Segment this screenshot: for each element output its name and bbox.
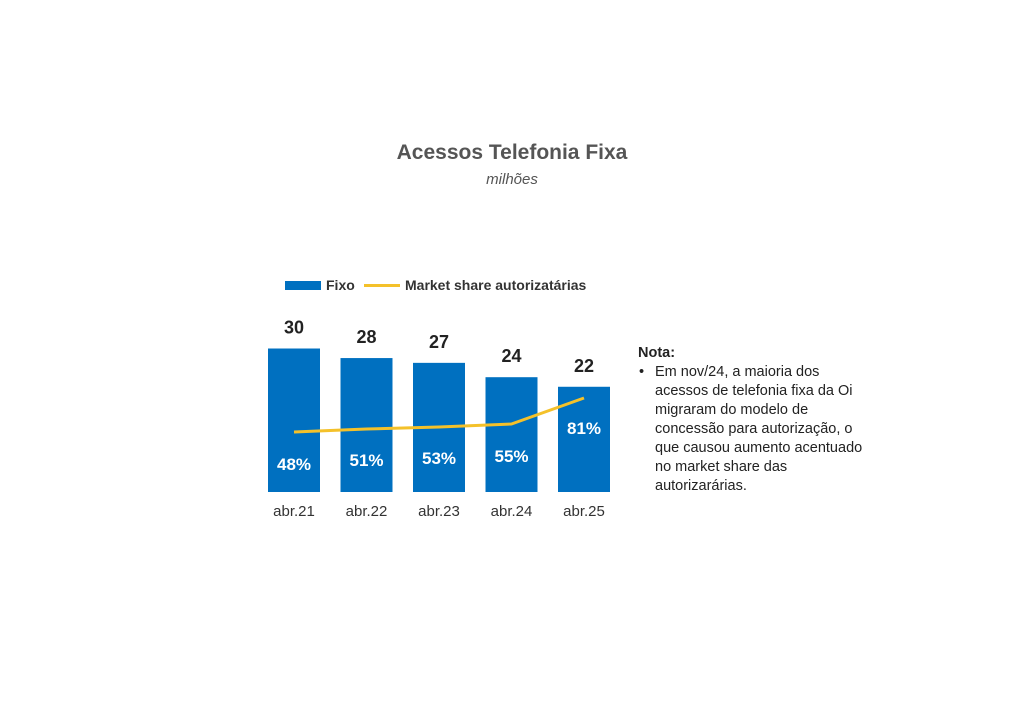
x-tick-label: abr.23 bbox=[418, 503, 460, 520]
market-share-label: 53% bbox=[422, 449, 456, 468]
legend-swatch-fixo bbox=[285, 281, 321, 290]
note-item: • Em nov/24, a maioria dos acessos de te… bbox=[638, 363, 874, 496]
chart-title: Acessos Telefonia Fixa bbox=[396, 141, 628, 164]
bar-value-label: 27 bbox=[429, 332, 449, 352]
x-tick-label: abr.25 bbox=[563, 503, 605, 520]
market-share-label: 81% bbox=[567, 419, 601, 438]
market-share-label: 51% bbox=[349, 451, 383, 470]
bar-fixo bbox=[340, 358, 393, 492]
line-market-share bbox=[293, 396, 585, 434]
bar-fixo bbox=[558, 386, 610, 492]
note-title: Nota: bbox=[638, 345, 676, 361]
legend-label-fixo: Fixo bbox=[326, 277, 355, 293]
bar-fixo bbox=[268, 348, 320, 492]
chart-subtitle: milhões bbox=[486, 171, 538, 188]
x-tick-label: abr.22 bbox=[346, 503, 388, 520]
note-text: Em nov/24, a maioria dos acessos de tele… bbox=[655, 364, 863, 494]
bar-value-label: 30 bbox=[284, 318, 304, 338]
bar-value-label: 24 bbox=[501, 346, 521, 366]
x-tick-label: abr.24 bbox=[491, 503, 533, 520]
note-bullet: • bbox=[639, 364, 645, 380]
bar-value-label: 28 bbox=[356, 327, 376, 347]
x-tick-label: abr.21 bbox=[273, 503, 315, 520]
market-share-label: 48% bbox=[277, 455, 311, 474]
bar-fixo bbox=[485, 377, 538, 492]
legend-label-market-share: Market share autorizatárias bbox=[405, 277, 587, 293]
market-share-label: 55% bbox=[494, 447, 528, 466]
bar-value-label: 22 bbox=[574, 356, 594, 376]
note-box: Nota: • Em nov/24, a maioria dos acessos… bbox=[638, 344, 874, 496]
